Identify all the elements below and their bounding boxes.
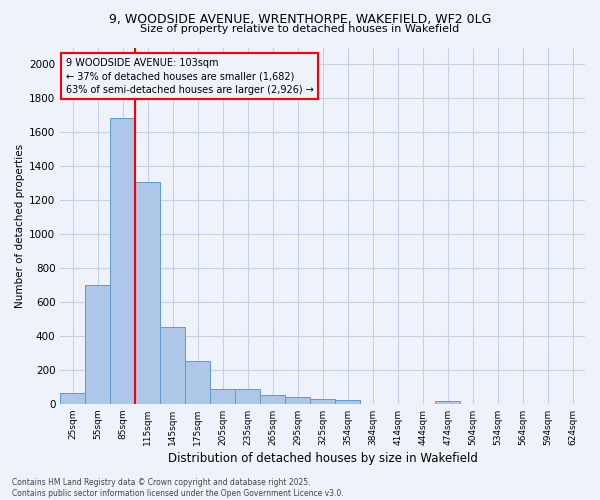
Bar [160,328,185,404]
Bar [260,396,285,404]
Bar [310,398,335,404]
Bar [435,402,460,404]
Text: 9 WOODSIDE AVENUE: 103sqm
← 37% of detached houses are smaller (1,682)
63% of se: 9 WOODSIDE AVENUE: 103sqm ← 37% of detac… [65,58,313,94]
Bar [210,388,235,404]
Bar [335,400,360,404]
Bar [85,285,110,404]
X-axis label: Distribution of detached houses by size in Wakefield: Distribution of detached houses by size … [168,452,478,465]
Text: Contains HM Land Registry data © Crown copyright and database right 2025.
Contai: Contains HM Land Registry data © Crown c… [12,478,344,498]
Y-axis label: Number of detached properties: Number of detached properties [15,144,25,308]
Bar [135,182,160,404]
Text: 9, WOODSIDE AVENUE, WRENTHORPE, WAKEFIELD, WF2 0LG: 9, WOODSIDE AVENUE, WRENTHORPE, WAKEFIEL… [109,12,491,26]
Bar [235,388,260,404]
Bar [185,360,210,404]
Bar [285,397,310,404]
Bar [110,118,135,404]
Bar [60,393,85,404]
Text: Size of property relative to detached houses in Wakefield: Size of property relative to detached ho… [140,24,460,34]
